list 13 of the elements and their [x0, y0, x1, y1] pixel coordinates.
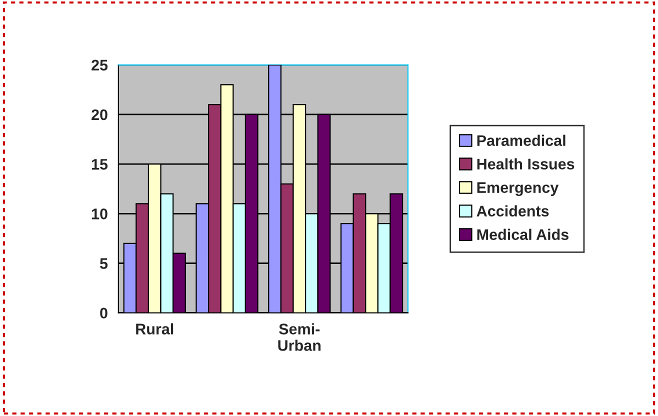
x-tick-label: Rural	[136, 323, 174, 334]
legend-label: Health Issues	[477, 158, 574, 170]
y-tick-label: 20	[92, 109, 108, 120]
y-tick-label: 5	[100, 258, 108, 269]
y-tick-label: 15	[92, 159, 108, 170]
y-tick-label: 10	[92, 208, 108, 220]
legend-label: Paramedical	[477, 134, 566, 146]
y-tick-label: 25	[92, 60, 108, 71]
legend-label: Medical Aids	[477, 228, 569, 240]
legend-label: Emergency	[477, 182, 559, 196]
y-tick-label: 0	[100, 308, 108, 319]
x-tick-label: Semi- Urban	[278, 323, 321, 351]
legend-label: Accidents	[476, 205, 549, 217]
